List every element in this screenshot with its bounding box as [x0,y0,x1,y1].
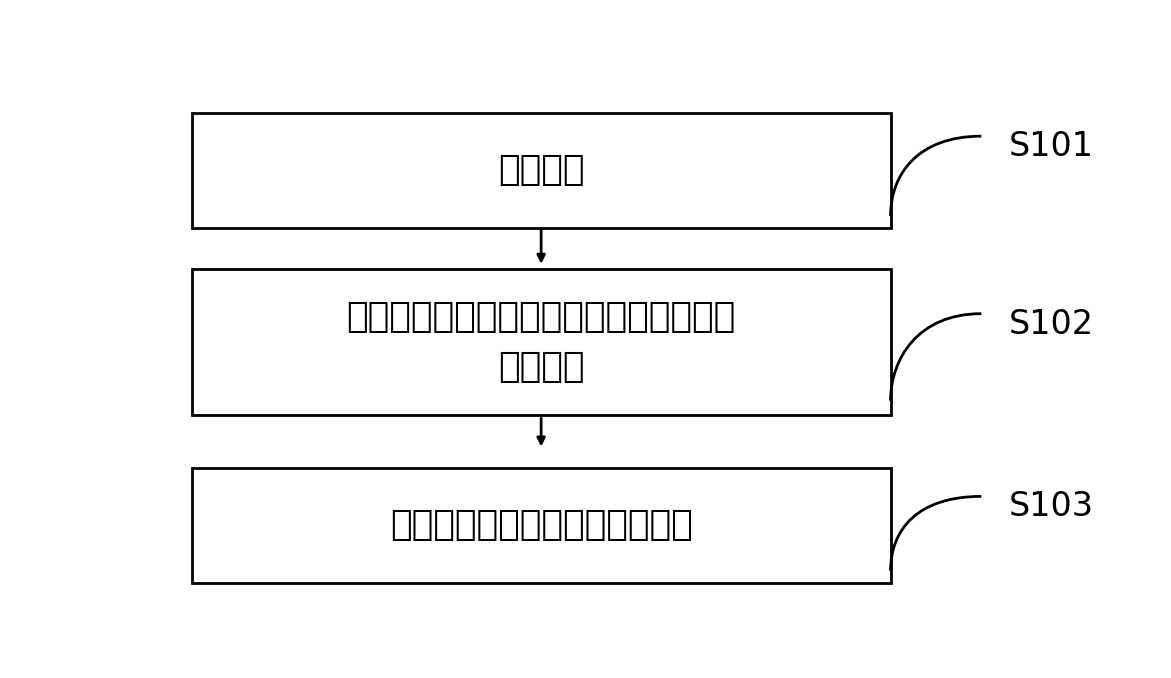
Text: 采用原子层沉积工艺，在所述衬底表面形
成缓冲层: 采用原子层沉积工艺，在所述衬底表面形 成缓冲层 [347,300,735,384]
Text: 在所述缓冲层表面形成氮化镓层: 在所述缓冲层表面形成氮化镓层 [390,508,692,542]
Text: S103: S103 [1008,490,1094,523]
Text: 提供衬底: 提供衬底 [498,153,584,187]
Bar [192,269,891,416]
Text: S102: S102 [1008,308,1094,340]
Text: S101: S101 [1008,130,1094,163]
Bar [192,468,891,582]
Bar [192,113,891,228]
